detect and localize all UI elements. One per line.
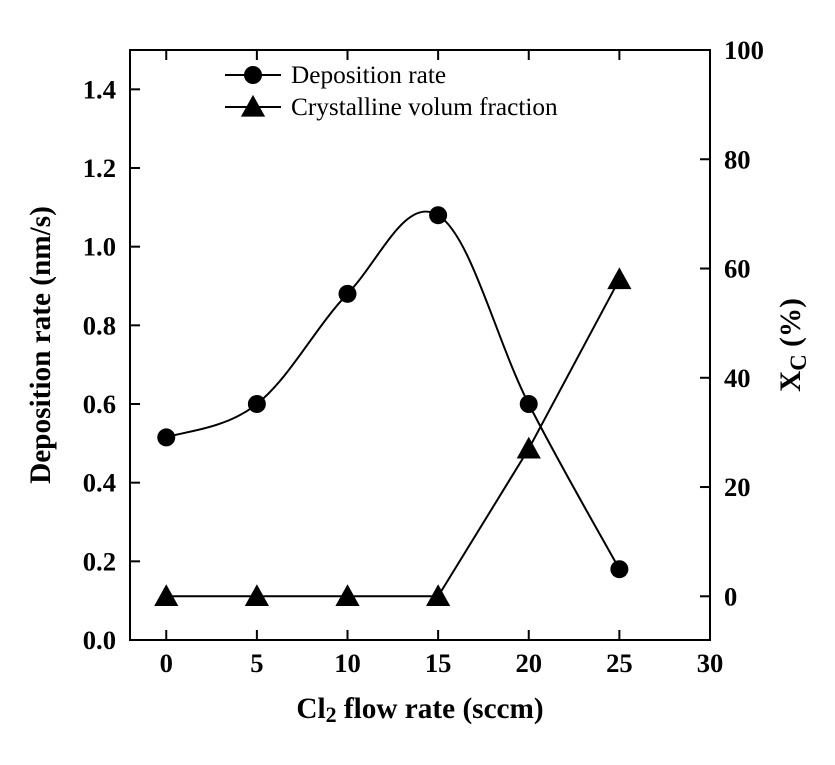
x-axis-label: Cl2 flow rate (sccm) [296, 693, 543, 727]
series-marker-0 [610, 560, 628, 578]
y-left-axis-label: Deposition rate (nm/s) [25, 206, 57, 484]
y-left-tick-label: 0.2 [83, 546, 116, 576]
x-tick-label: 30 [697, 648, 724, 678]
y-right-tick-label: 100 [724, 35, 764, 65]
x-tick-label: 20 [515, 648, 542, 678]
y-right-tick-label: 60 [724, 254, 751, 284]
series-marker-0 [429, 206, 447, 224]
y-left-tick-label: 0.0 [83, 625, 116, 655]
legend-marker-0 [244, 66, 262, 84]
series-marker-0 [520, 395, 538, 413]
y-left-tick-label: 0.8 [83, 310, 116, 340]
x-tick-label: 10 [334, 648, 361, 678]
y-right-axis-label: XC (%) [775, 298, 811, 392]
x-tick-label: 5 [250, 648, 263, 678]
y-left-tick-label: 0.6 [83, 389, 116, 419]
x-tick-label: 25 [606, 648, 633, 678]
legend-label-1: Crystalline volum fraction [291, 93, 558, 121]
y-left-tick-label: 1.2 [83, 153, 116, 183]
y-right-tick-label: 40 [724, 363, 751, 393]
y-right-tick-label: 20 [724, 472, 751, 502]
x-tick-label: 15 [425, 648, 452, 678]
y-left-tick-label: 0.4 [83, 468, 116, 498]
series-marker-0 [157, 428, 175, 446]
legend-label-0: Deposition rate [291, 61, 446, 89]
x-tick-label: 0 [160, 648, 173, 678]
dual-axis-chart: 0 5 10 15 20 25 30 0.0 0.2 0.4 0.6 0.8 1.0 1.2 1.4 0 20 4… [0, 0, 835, 765]
y-right-tick-label: 0 [724, 581, 737, 611]
chart-container: 0 5 10 15 20 25 30 0.0 0.2 0.4 0.6 0.8 1.0 1.2 1.4 0 20 4… [0, 0, 835, 765]
y-left-tick-label: 1.0 [83, 232, 116, 262]
y-left-tick-label: 1.4 [83, 74, 116, 104]
series-marker-0 [248, 395, 266, 413]
series-marker-0 [339, 285, 357, 303]
plot-area [130, 50, 710, 640]
y-right-tick-label: 80 [724, 144, 751, 174]
